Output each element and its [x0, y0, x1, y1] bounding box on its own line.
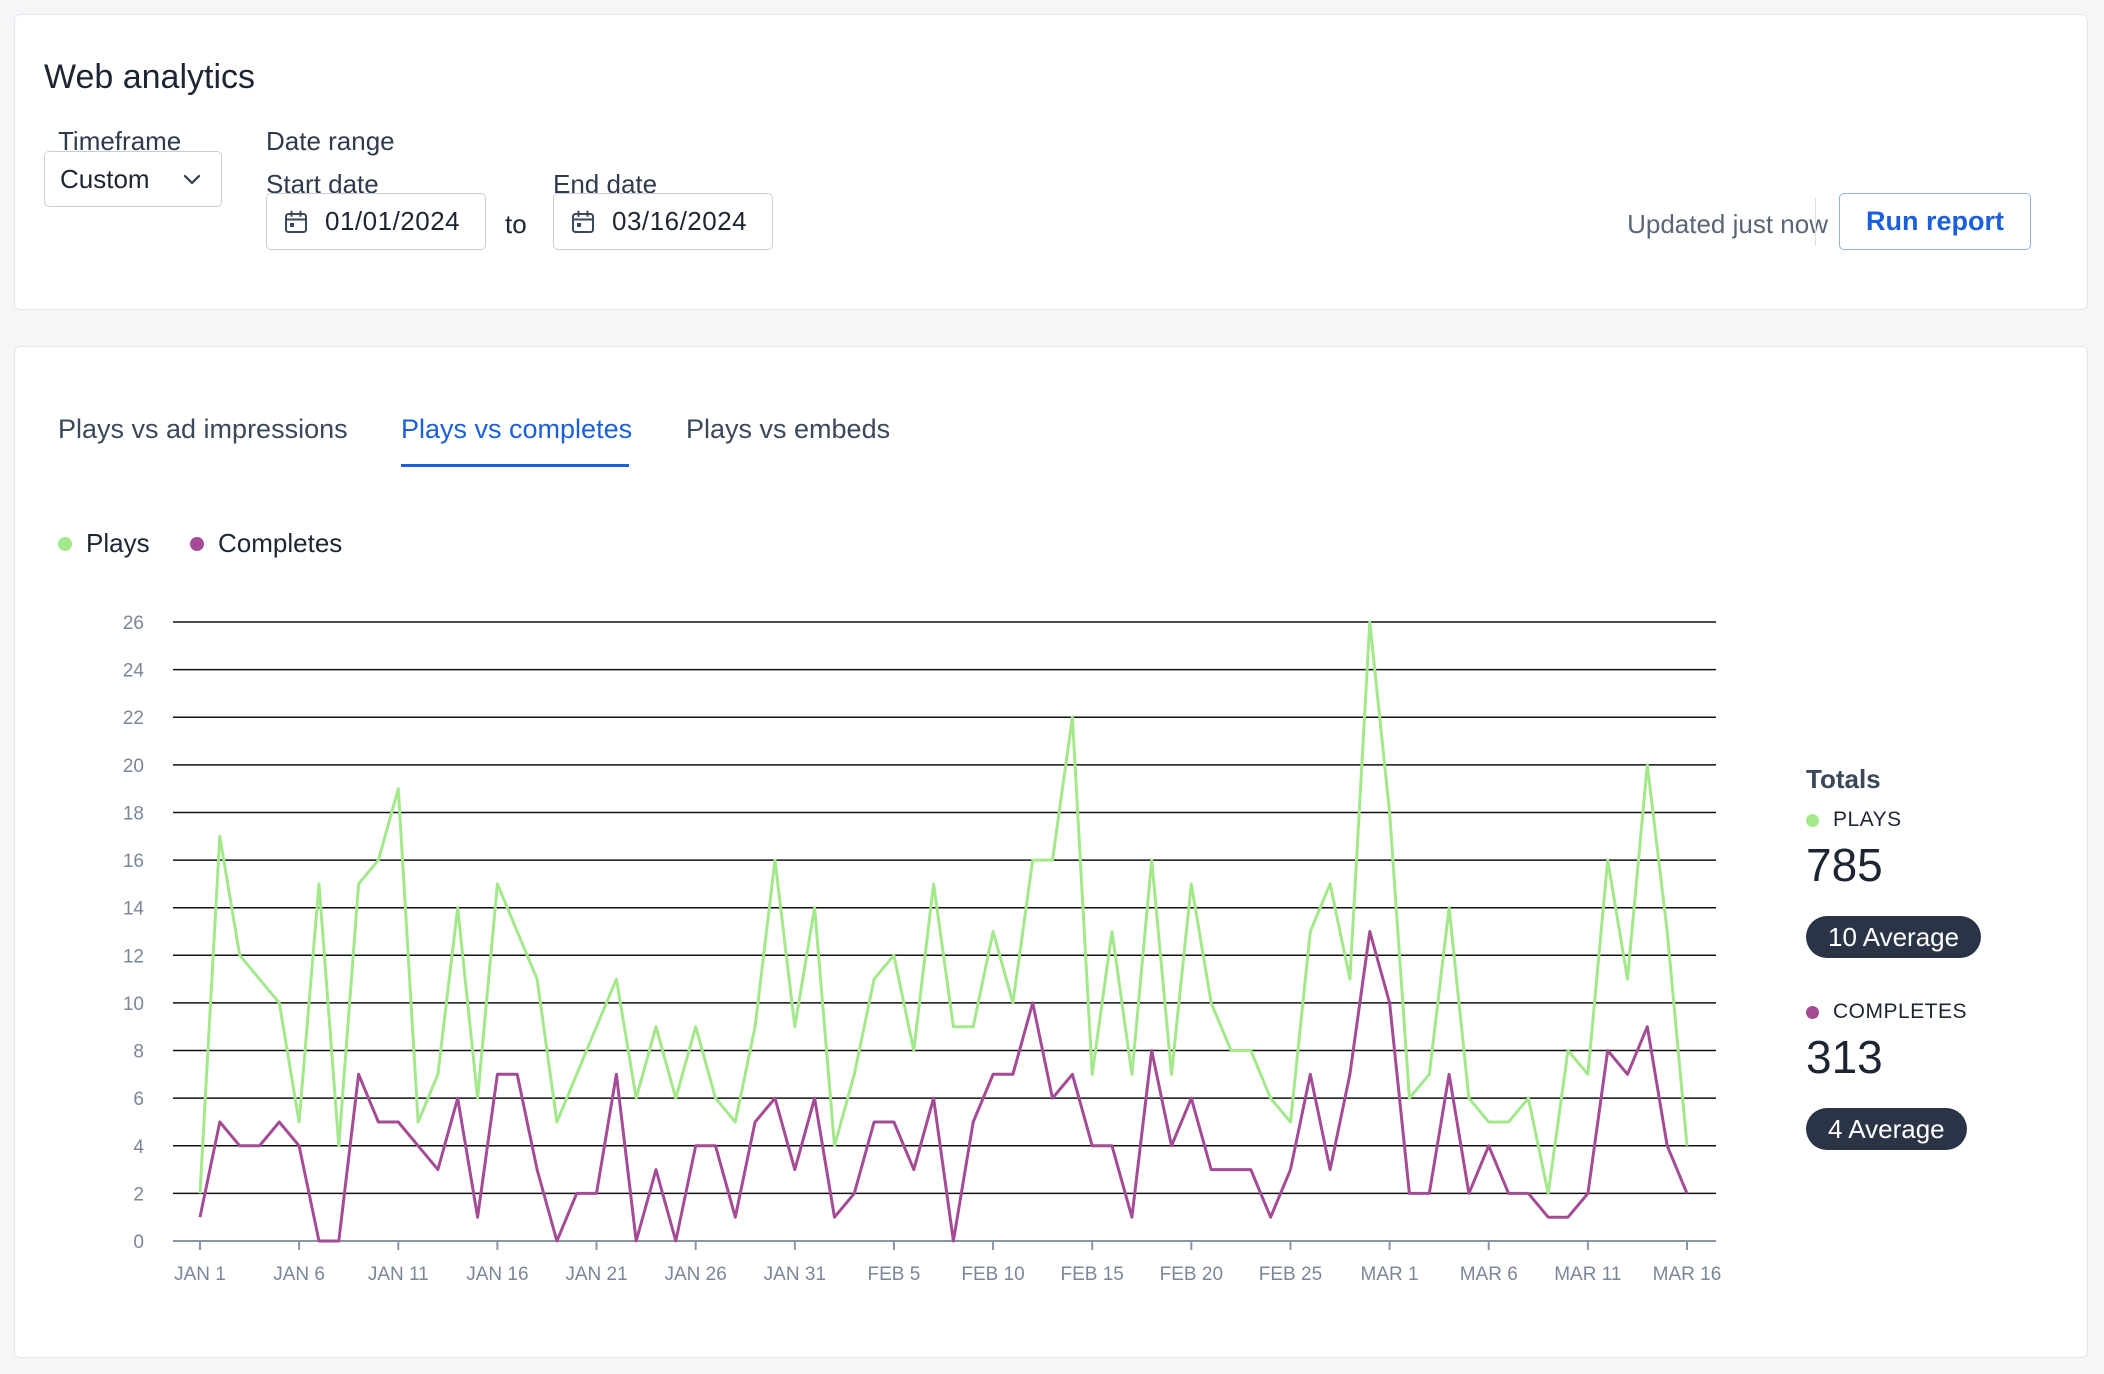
start-date-input[interactable]: 01/01/2024 — [266, 193, 486, 250]
y-tick-label: 16 — [123, 851, 144, 872]
run-report-button[interactable]: Run report — [1839, 193, 2031, 250]
x-tick-label: JAN 21 — [565, 1264, 627, 1285]
x-tick-label: JAN 1 — [174, 1264, 226, 1285]
legend-dot-plays — [58, 536, 72, 551]
y-tick-label: 2 — [133, 1184, 144, 1205]
tab-plays-vs-embeds[interactable]: Plays vs embeds — [686, 414, 891, 444]
plays-dot — [1806, 813, 1819, 827]
x-tick-label: MAR 11 — [1554, 1264, 1621, 1285]
end-date-input[interactable]: 03/16/2024 — [553, 193, 773, 250]
y-tick-label: 4 — [133, 1137, 144, 1158]
totals-title: Totals — [1806, 764, 1881, 794]
chevron-down-icon — [183, 174, 201, 185]
timeframe-select[interactable]: Custom — [44, 151, 222, 207]
x-tick-label: JAN 31 — [764, 1264, 826, 1285]
start-date-value: 01/01/2024 — [325, 206, 461, 236]
x-tick-label: JAN 6 — [273, 1264, 325, 1285]
totals-completes-value: 313 — [1806, 1031, 1883, 1083]
x-tick-label: MAR 16 — [1653, 1264, 1722, 1285]
y-tick-label: 10 — [123, 994, 144, 1015]
y-tick-label: 0 — [133, 1232, 144, 1253]
plays-average-badge: 10 Average — [1806, 916, 1982, 958]
active-tab-indicator — [401, 464, 629, 467]
legend-item-completes[interactable]: Completes — [190, 528, 342, 559]
page-title: Web analytics — [44, 58, 256, 96]
updated-status: Updated just now — [1627, 209, 1828, 239]
y-tick-label: 18 — [123, 803, 144, 824]
tab-plays-vs-completes[interactable]: Plays vs completes — [401, 414, 633, 444]
completes-dot — [1806, 1005, 1819, 1019]
to-text: to — [505, 209, 527, 239]
completes-average-badge: 4 Average — [1806, 1108, 1967, 1150]
calendar-icon — [285, 210, 307, 233]
x-tick-label: FEB 10 — [961, 1264, 1024, 1285]
y-tick-label: 20 — [123, 756, 144, 777]
x-tick-label: FEB 20 — [1160, 1264, 1223, 1285]
x-tick-label: FEB 15 — [1061, 1264, 1124, 1285]
tab-plays-vs-ad-impressions[interactable]: Plays vs ad impressions — [58, 414, 348, 444]
end-date-value: 03/16/2024 — [612, 206, 748, 236]
x-tick-label: FEB 5 — [868, 1264, 921, 1285]
y-tick-label: 24 — [123, 661, 145, 682]
completes-label-text: COMPLETES — [1833, 1000, 1968, 1023]
legend-label-completes: Completes — [218, 528, 343, 558]
y-tick-label: 22 — [123, 708, 144, 729]
totals-completes-label: COMPLETES — [1806, 1000, 1967, 1024]
x-tick-label: MAR 6 — [1460, 1264, 1518, 1285]
x-tick-label: JAN 16 — [466, 1264, 528, 1285]
chart-card — [14, 346, 2088, 1358]
x-tick-label: MAR 1 — [1361, 1264, 1419, 1285]
series-line-completes — [198, 930, 1689, 1243]
y-tick-label: 14 — [123, 899, 145, 920]
y-tick-label: 26 — [123, 613, 144, 634]
date-range-label: Date range — [266, 126, 395, 156]
divider — [1815, 198, 1816, 246]
series-line-plays — [198, 620, 1689, 1195]
x-tick-label: JAN 11 — [368, 1264, 429, 1285]
plays-label-text: PLAYS — [1833, 808, 1902, 831]
totals-plays-value: 785 — [1806, 839, 1883, 891]
filters-card — [14, 14, 2088, 310]
calendar-icon — [572, 210, 594, 233]
x-tick-label: JAN 26 — [665, 1264, 727, 1285]
x-tick-label: FEB 25 — [1259, 1264, 1322, 1285]
legend-label-plays: Plays — [86, 528, 150, 558]
totals-plays-label: PLAYS — [1806, 808, 1902, 832]
y-tick-label: 8 — [133, 1042, 144, 1063]
y-tick-label: 12 — [123, 946, 144, 967]
timeframe-select-value: Custom — [60, 163, 150, 194]
y-tick-label: 6 — [133, 1089, 144, 1110]
legend-item-plays[interactable]: Plays — [58, 528, 150, 559]
legend-dot-completes — [190, 536, 204, 551]
